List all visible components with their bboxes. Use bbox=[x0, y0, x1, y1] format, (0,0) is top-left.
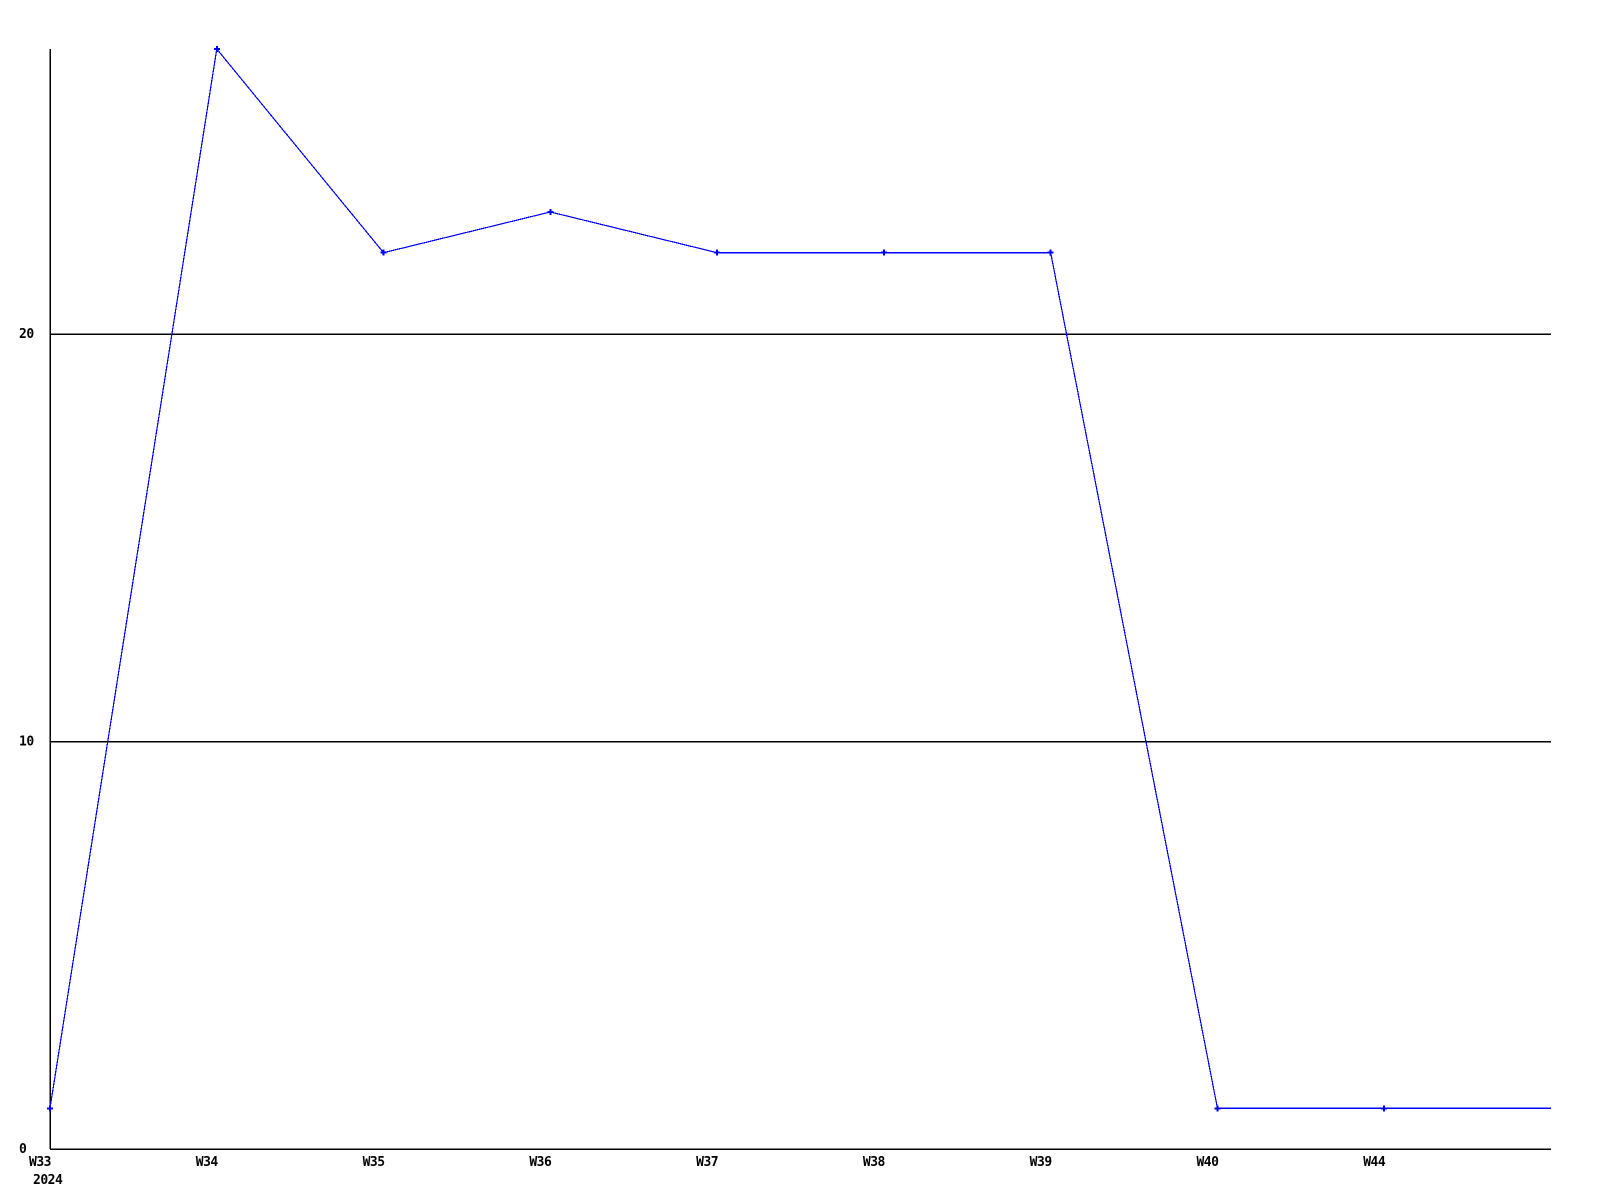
x-tick-label: W40 bbox=[1196, 1155, 1219, 1170]
x-tick-label: W35 bbox=[363, 1155, 385, 1170]
axes bbox=[49, 49, 1551, 1150]
series-polyline bbox=[49, 47, 1551, 1109]
x-tick-label: W34 bbox=[196, 1155, 219, 1170]
x-tick-label: W36 bbox=[529, 1155, 552, 1170]
data-point-marker bbox=[1214, 1105, 1221, 1112]
data-point-marker bbox=[213, 46, 220, 52]
data-point-marker bbox=[880, 249, 887, 256]
data-point-marker bbox=[47, 1105, 53, 1112]
axis-labels: 0 10 20 W33 W34 W35 W36 W37 W38 W39 W40 W44 2024 bbox=[19, 327, 1386, 1188]
gridlines bbox=[50, 333, 1551, 743]
x-axis-year-label: 2024 bbox=[33, 1173, 63, 1188]
data-point-marker bbox=[1047, 249, 1054, 256]
data-series bbox=[47, 46, 1551, 1112]
data-point-marker bbox=[714, 249, 721, 256]
x-tick-label: W37 bbox=[696, 1155, 718, 1170]
y-tick-label: 20 bbox=[19, 327, 34, 342]
x-tick-label: W38 bbox=[863, 1155, 886, 1170]
y-tick-label: 0 bbox=[19, 1142, 27, 1157]
data-point-marker bbox=[1381, 1105, 1388, 1112]
x-tick-label: W44 bbox=[1363, 1155, 1386, 1170]
x-tick-label: W33 bbox=[29, 1155, 51, 1170]
data-point-marker bbox=[380, 249, 387, 256]
x-tick-label: W39 bbox=[1030, 1155, 1052, 1170]
data-point-marker bbox=[547, 208, 554, 215]
y-tick-label: 10 bbox=[19, 735, 34, 750]
